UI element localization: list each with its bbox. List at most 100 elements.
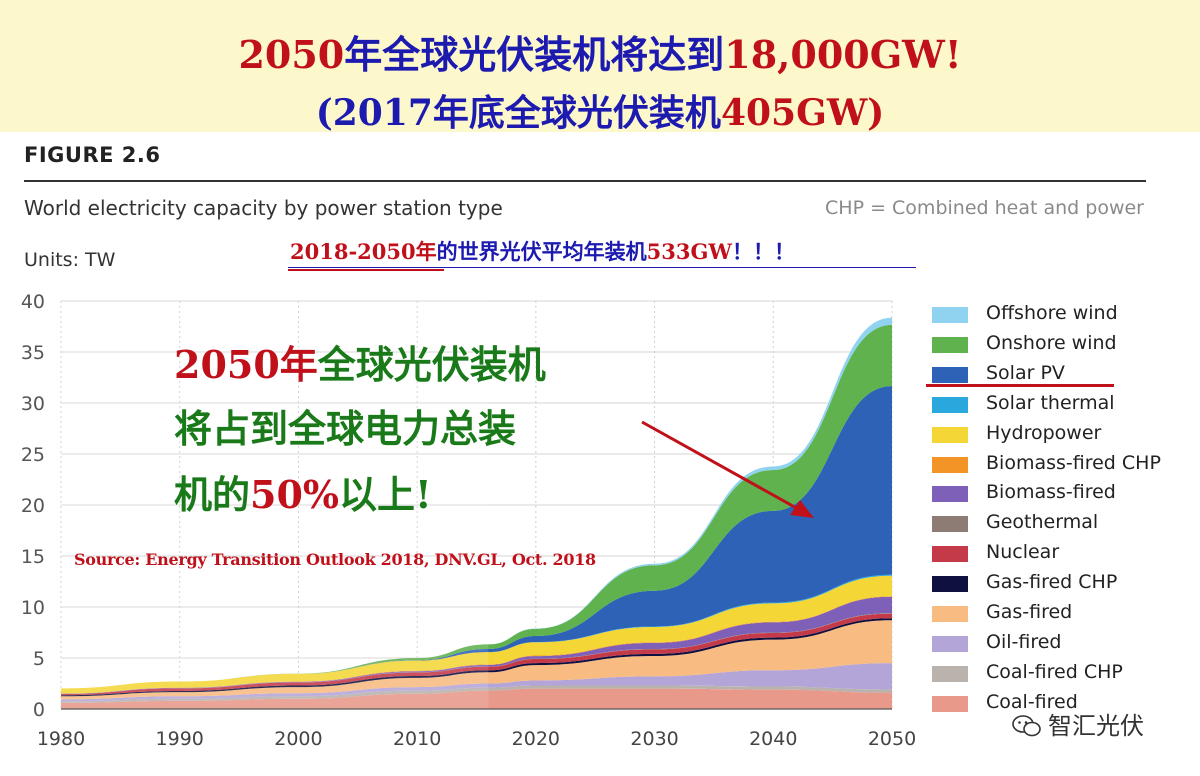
- annual-install-note: 2018-2050年的世界光伏平均年装机533GW！！！: [290, 236, 795, 266]
- legend-item-coal-fired: Coal-fired: [932, 691, 1182, 719]
- legend-item-onshore-wind: Onshore wind: [932, 332, 1182, 360]
- annotation-arrow-head: [790, 500, 814, 518]
- wechat-icon: [1012, 715, 1041, 737]
- annotation-arrow-shaft: [641, 420, 801, 512]
- watermark-text: 智汇光伏: [1048, 712, 1144, 740]
- x-tick-label-2040: 2040: [749, 728, 797, 750]
- legend-swatch-coal-fired-chp: [932, 665, 968, 682]
- legend-label-biomass-fired: Biomass-fired: [986, 481, 1116, 504]
- legend-label-gas-fired: Gas-fired: [986, 601, 1073, 623]
- legend-label-gas-fired-chp: Gas-fired CHP: [986, 571, 1118, 594]
- legend-label-onshore-wind: Onshore wind: [986, 331, 1117, 354]
- note-text: 的世界光伏平均年装机: [436, 239, 647, 264]
- source-note: Source: Energy Transition Outlook 2018, …: [74, 550, 596, 569]
- annotation-year: 2050年: [174, 342, 318, 387]
- x-tick-label-2050: 2050: [868, 728, 916, 750]
- annotation-line-1: 2050年全球光伏装机: [174, 334, 546, 389]
- legend-item-hydropower: Hydropower: [932, 422, 1182, 450]
- legend-label-oil-fired: Oil-fired: [986, 630, 1062, 653]
- y-tick-label-0: 0: [33, 699, 45, 721]
- x-tick-label-2030: 2030: [630, 728, 678, 750]
- x-tick-label-2020: 2020: [512, 728, 560, 750]
- legend-label-solar-thermal: Solar thermal: [986, 391, 1115, 414]
- annotation-text-3c: 以上!: [339, 472, 432, 517]
- note-underline-red: [288, 269, 444, 271]
- legend-swatch-nuclear: [932, 546, 968, 563]
- area-oil-fired: [61, 663, 892, 702]
- legend-label-hydropower: Hydropower: [986, 421, 1102, 444]
- legend-swatch-oil-fired: [932, 635, 968, 652]
- area-onshore-wind: [61, 324, 892, 689]
- legend-swatch-offshore-wind: [932, 307, 968, 323]
- note-value: 533GW: [646, 239, 732, 264]
- legend-item-offshore-wind: Offshore wind: [932, 302, 1182, 330]
- area-coal-fired-chp: [61, 685, 892, 703]
- chp-note: CHP = Combined heat and power: [825, 197, 1144, 219]
- page-subtitle: (2017年底全球光伏装机405GW): [0, 84, 1200, 136]
- legend-item-biomass-fired: Biomass-fired: [932, 481, 1182, 509]
- legend-swatch-solar-pv: [932, 366, 968, 383]
- annotation-text-3a: 机的: [174, 472, 251, 517]
- legend-swatch-biomass-fired-chp: [932, 456, 968, 473]
- legend-item-biomass-fired-chp: Biomass-fired CHP: [932, 452, 1182, 480]
- legend-swatch-hydropower: [932, 426, 968, 443]
- y-tick-label-5: 5: [33, 648, 45, 670]
- legend-swatch-gas-fired: [932, 606, 968, 622]
- historical-band: [61, 301, 489, 709]
- title-banner: [0, 0, 1200, 132]
- legend-label-geothermal: Geothermal: [986, 511, 1099, 534]
- units-label: Units: TW: [24, 249, 116, 271]
- note-underline: [288, 267, 916, 268]
- legend-item-gas-fired-chp: Gas-fired CHP: [932, 571, 1182, 599]
- legend-label-solar-pv: Solar PV: [986, 361, 1065, 384]
- legend-label-coal-fired-chp: Coal-fired CHP: [986, 660, 1123, 683]
- legend-label-offshore-wind: Offshore wind: [986, 302, 1118, 324]
- annotation-line-3: 机的50%以上!: [174, 464, 432, 519]
- legend-swatch-coal-fired: [932, 695, 968, 712]
- x-tick-label-2000: 2000: [274, 728, 322, 750]
- annotation-line-2: 将占到全球电力总装: [174, 406, 517, 451]
- legend-item-geothermal: Geothermal: [932, 511, 1182, 539]
- legend-item-gas-fired: Gas-fired: [932, 601, 1182, 629]
- x-tick-label-2010: 2010: [393, 728, 441, 750]
- title-capacity: 18,000GW!: [724, 32, 962, 77]
- annotation-percent: 50%: [250, 472, 340, 517]
- legend-item-solar-thermal: Solar thermal: [932, 392, 1182, 420]
- area-gas-fired: [61, 620, 892, 700]
- note-period: 2018-2050年: [290, 239, 437, 264]
- y-tick-label-25: 25: [21, 444, 45, 466]
- legend-label-nuclear: Nuclear: [986, 541, 1060, 564]
- x-tick-label-1990: 1990: [156, 728, 204, 750]
- legend-label-biomass-fired-chp: Biomass-fired CHP: [986, 451, 1161, 474]
- legend-swatch-onshore-wind: [932, 336, 968, 353]
- legend-item-oil-fired: Oil-fired: [932, 631, 1182, 659]
- legend-swatch-solar-thermal: [932, 396, 968, 413]
- y-tick-label-20: 20: [21, 495, 45, 517]
- legend-item-nuclear: Nuclear: [932, 541, 1182, 569]
- y-tick-label-40: 40: [21, 291, 45, 313]
- page-title: 2050年全球光伏装机将达到18,000GW!: [0, 24, 1200, 79]
- area-solar-pv: [61, 386, 892, 689]
- title-year: 2050: [238, 32, 345, 77]
- figure-rule: [24, 180, 1146, 182]
- y-tick-label-35: 35: [21, 342, 45, 364]
- legend-swatch-gas-fired-chp: [932, 576, 968, 593]
- legend-swatch-biomass-fired: [932, 486, 968, 503]
- figure-label: FIGURE 2.6: [24, 143, 161, 167]
- legend-label-coal-fired: Coal-fired: [986, 690, 1078, 713]
- y-tick-label-15: 15: [21, 546, 45, 568]
- legend-item-coal-fired-chp: Coal-fired CHP: [932, 661, 1182, 689]
- title-text: 年全球光伏装机将达到: [344, 32, 725, 77]
- x-tick-label-1980: 1980: [37, 728, 85, 750]
- subtitle-capacity: 405GW): [720, 92, 885, 134]
- annotation-text-1: 全球光伏装机: [317, 342, 546, 387]
- area-coal-fired: [61, 688, 892, 709]
- subtitle-text: (2017年底全球光伏装机: [315, 92, 721, 134]
- legend-swatch-geothermal: [932, 516, 968, 533]
- legend-item-solar-pv: Solar PV: [932, 362, 1182, 390]
- y-tick-label-30: 30: [21, 393, 45, 415]
- watermark: 智汇光伏: [1012, 706, 1144, 741]
- chart-subtitle: World electricity capacity by power stat…: [24, 196, 503, 220]
- note-exclaim: ！！！: [731, 239, 795, 264]
